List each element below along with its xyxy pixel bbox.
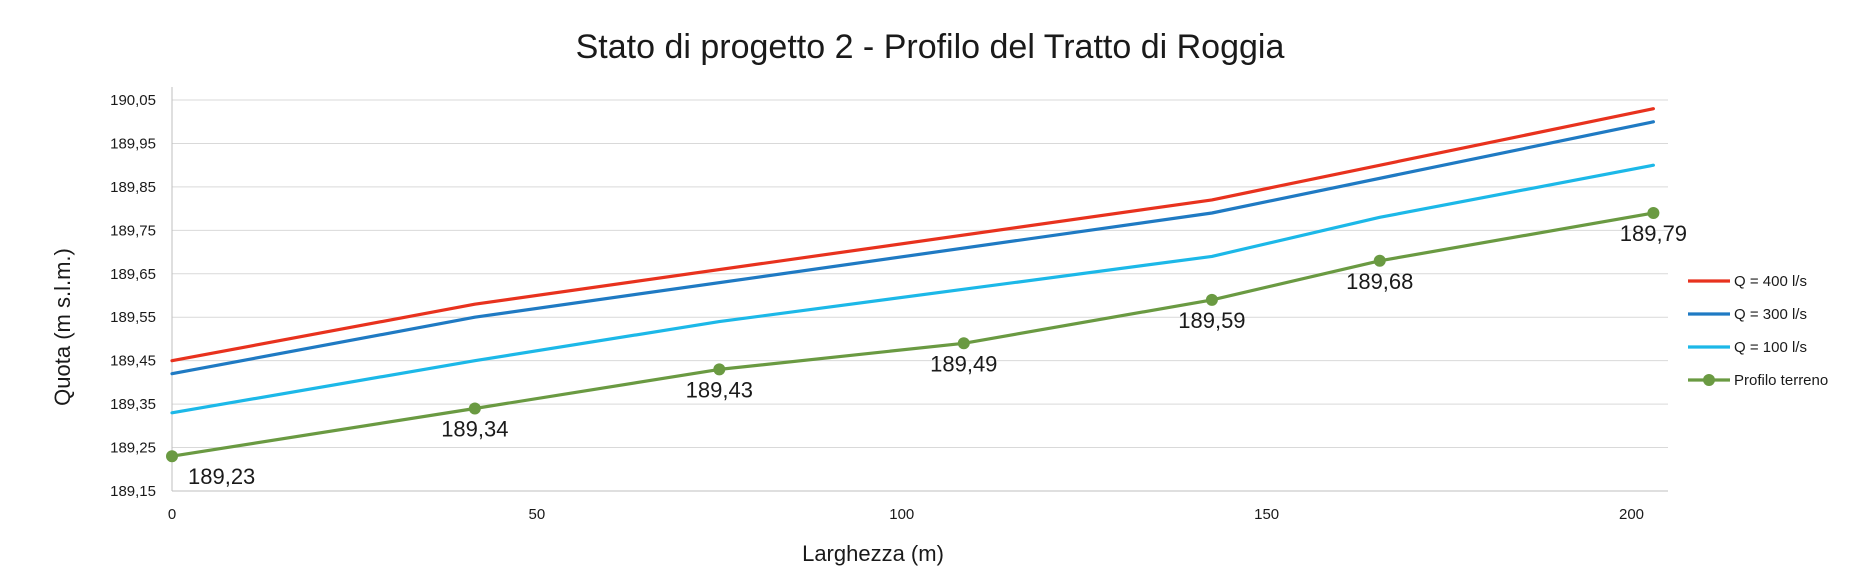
y-tick-label: 189,35 (110, 396, 156, 413)
data-label: 189,59 (1178, 308, 1245, 333)
series-line-profilo-terreno (170, 211, 1656, 458)
data-labels: 189,23 189,34 189,43 189,49 189,59 189,68 189,… (188, 221, 1687, 489)
series-markers (166, 206, 1660, 463)
y-tick-label: 189,85 (110, 179, 156, 196)
x-tick-label: 100 (889, 506, 914, 523)
legend-label: Q = 300 l/s (1734, 306, 1807, 323)
data-label: 189,79 (1620, 221, 1687, 246)
axes: 189,15 189,25 189,35 189,45 189,55 189,65 189,… (110, 87, 1668, 523)
legend-item: Q = 300 l/s (1688, 306, 1807, 323)
terrain-point-marker (166, 450, 178, 463)
gridlines (172, 99, 1668, 449)
y-axis-title: Quota (m s.l.m.) (50, 248, 75, 406)
y-tick-label: 189,25 (110, 440, 156, 457)
legend-item: Q = 400 l/s (1688, 273, 1807, 290)
chart-title: Stato di progetto 2 - Profilo del Tratto… (576, 28, 1285, 66)
data-label: 189,43 (686, 377, 753, 402)
data-label: 189,34 (441, 416, 508, 441)
x-tick-label: 150 (1254, 506, 1279, 523)
x-tick-label: 50 (529, 506, 546, 523)
terrain-point-marker (713, 363, 726, 376)
series-line-q-100-l-s (170, 163, 1656, 415)
legend-label: Q = 100 l/s (1734, 339, 1807, 356)
y-tick-label: 190,05 (110, 92, 156, 109)
legend-marker (1703, 374, 1715, 386)
terrain-point-marker (1647, 206, 1660, 219)
terrain-point-marker (1373, 254, 1386, 267)
data-label: 189,49 (930, 351, 997, 376)
terrain-point-marker (957, 337, 970, 350)
y-tick-label: 189,75 (110, 222, 156, 239)
series-line-q-300-l-s (170, 120, 1656, 376)
data-label: 189,68 (1346, 269, 1413, 294)
y-tick-label: 189,65 (110, 266, 156, 283)
legend-item: Q = 100 l/s (1688, 339, 1807, 356)
terrain-point-marker (468, 402, 481, 415)
terrain-point-marker (1205, 293, 1218, 306)
legend-label: Profilo terreno (1734, 372, 1828, 389)
series-line-q-400-l-s (170, 107, 1656, 363)
legend: Q = 400 l/s Q = 300 l/s Q = 100 l/s Profilo… (1688, 273, 1828, 389)
y-tick-label: 189,15 (110, 483, 156, 500)
x-tick-label: 200 (1619, 506, 1644, 523)
legend-label: Q = 400 l/s (1734, 273, 1807, 290)
y-tick-label: 189,45 (110, 353, 156, 370)
legend-item: Profilo terreno (1688, 372, 1828, 389)
y-tick-label: 189,95 (110, 135, 156, 152)
y-tick-label: 189,55 (110, 309, 156, 326)
data-label: 189,23 (188, 464, 255, 489)
x-tick-label: 0 (168, 506, 176, 523)
x-axis-title: Larghezza (m) (802, 541, 944, 566)
